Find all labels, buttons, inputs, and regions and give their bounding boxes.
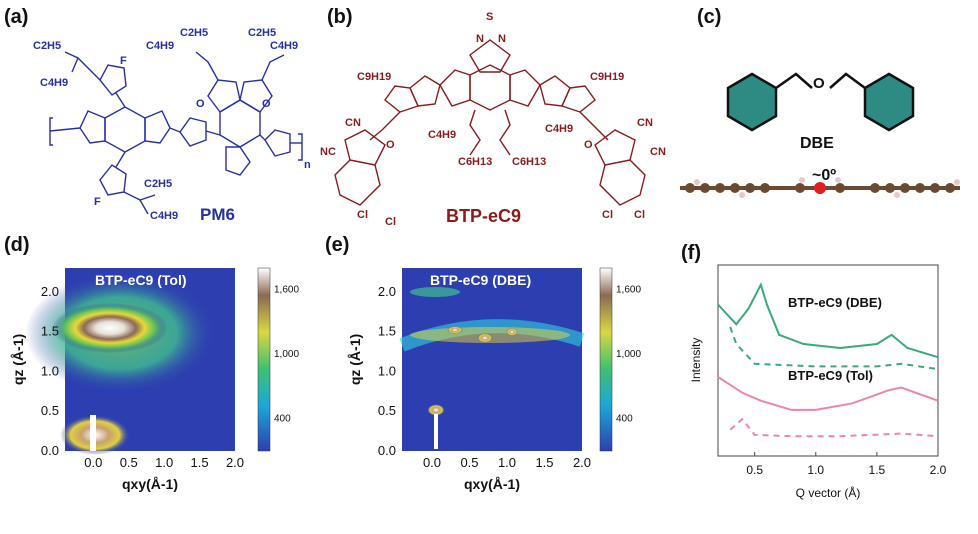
f-xtick: 0.5 bbox=[746, 463, 763, 477]
btp-cl-1: Cl bbox=[357, 209, 368, 221]
map-d bbox=[25, 268, 235, 455]
map-d-cbar-tick: 400 bbox=[274, 414, 291, 425]
btp-s-top: S bbox=[486, 11, 493, 23]
btp-ec9-structure bbox=[334, 39, 646, 206]
label-f: (f) bbox=[681, 242, 701, 264]
map-e-xtick: 0.0 bbox=[423, 455, 441, 470]
btp-c6h13-right: C6H13 bbox=[512, 156, 546, 168]
btp-cn-1: CN bbox=[345, 117, 361, 129]
btp-cl-3: Cl bbox=[602, 209, 613, 221]
btp-o-left: O bbox=[386, 139, 395, 151]
btp-n-right: N bbox=[498, 33, 506, 45]
map-d-ylabel: qz (Å-1) bbox=[10, 334, 26, 385]
map-e-cbar-tick: 400 bbox=[616, 414, 633, 425]
map-e-ytick: 0.0 bbox=[378, 443, 396, 458]
map-d-title: BTP-eC9 (Tol) bbox=[95, 272, 187, 288]
dbe-o: O bbox=[813, 75, 825, 92]
map-d-xlabel: qxy(Å-1) bbox=[122, 476, 178, 492]
btp-c9h19-right: C9H19 bbox=[590, 71, 624, 83]
pm6-c4h9-b: C4H9 bbox=[150, 210, 178, 222]
map-e-xtick: 1.5 bbox=[535, 455, 553, 470]
map-e-title: BTP-eC9 (DBE) bbox=[430, 272, 531, 288]
btp-cn-3: CN bbox=[650, 146, 666, 158]
btp-cl-4: Cl bbox=[634, 209, 645, 221]
pm6-structure bbox=[49, 51, 303, 215]
pm6-name: PM6 bbox=[200, 205, 235, 224]
pm6-c4h9-c: C4H9 bbox=[146, 40, 174, 52]
btp-c6h13-left: C6H13 bbox=[458, 156, 492, 168]
colorbar-d bbox=[257, 267, 271, 452]
btp-ec9-name: BTP-eC9 bbox=[446, 206, 521, 226]
f-series-2-line bbox=[717, 376, 939, 411]
pm6-c4h9-d: C4H9 bbox=[270, 40, 298, 52]
map-e-ylabel: qz (Å-1) bbox=[347, 334, 363, 385]
map-d-xtick: 1.0 bbox=[155, 455, 173, 470]
map-d-ytick: 1.5 bbox=[41, 324, 59, 339]
btp-n-left: N bbox=[476, 33, 484, 45]
dbe-ball-stick bbox=[680, 177, 960, 198]
pm6-c2h5-b: C2H5 bbox=[144, 178, 172, 190]
map-e-ytick: 0.5 bbox=[378, 403, 396, 418]
pm6-c2h5-c: C2H5 bbox=[180, 27, 208, 39]
map-d-ytick: 0.5 bbox=[41, 403, 59, 418]
label-a: (a) bbox=[4, 6, 29, 28]
pm6-c2h5-a: C2H5 bbox=[33, 40, 61, 52]
pm6-o-right: O bbox=[262, 98, 271, 110]
label-b: (b) bbox=[327, 6, 353, 28]
f-ylabel: Intensity bbox=[689, 338, 703, 383]
map-d-ytick: 2.0 bbox=[41, 284, 59, 299]
pm6-o-left: O bbox=[196, 98, 205, 110]
pm6-c2h5-d: C2H5 bbox=[248, 27, 276, 39]
dbe-name: DBE bbox=[800, 135, 834, 152]
map-e-ytick: 2.0 bbox=[378, 284, 396, 299]
btp-nc: NC bbox=[320, 146, 336, 158]
pm6-f-top: F bbox=[120, 55, 127, 67]
map-e-xtick: 1.0 bbox=[498, 455, 516, 470]
f-series-0-line bbox=[717, 282, 939, 359]
map-e-xtick: 2.0 bbox=[573, 455, 591, 470]
f-xtick: 2.0 bbox=[930, 463, 947, 477]
map-e-cbar-tick: 1,600 bbox=[616, 285, 641, 296]
map-e-ytick: 1.5 bbox=[378, 324, 396, 339]
map-d-xtick: 2.0 bbox=[226, 455, 244, 470]
map-d-ytick: 0.0 bbox=[41, 443, 59, 458]
f-series-label-dbe: BTP-eC9 (DBE) bbox=[788, 295, 882, 310]
dbe-structure bbox=[726, 72, 915, 132]
f-series-1-line bbox=[729, 326, 939, 371]
btp-cn-2: CN bbox=[637, 117, 653, 129]
pm6-f-bottom: F bbox=[94, 196, 101, 208]
map-e-xlabel: qxy(Å-1) bbox=[464, 476, 520, 492]
pm6-c4h9-a: C4H9 bbox=[40, 77, 68, 89]
f-xlabel: Q vector (Å) bbox=[796, 485, 861, 500]
f-series-3-line bbox=[729, 417, 939, 438]
map-d-xtick: 0.0 bbox=[84, 455, 102, 470]
map-e-cbar-tick: 1,000 bbox=[616, 349, 641, 360]
map-e-xtick: 0.5 bbox=[460, 455, 478, 470]
btp-o-right: O bbox=[584, 139, 593, 151]
map-d-xtick: 1.5 bbox=[191, 455, 209, 470]
map-e-ytick: 1.0 bbox=[378, 363, 396, 378]
colorbar-e bbox=[599, 267, 613, 452]
map-d-xtick: 0.5 bbox=[120, 455, 138, 470]
f-xtick: 1.5 bbox=[869, 463, 886, 477]
map-d-ytick: 1.0 bbox=[41, 363, 59, 378]
f-series-label-tol: BTP-eC9 (Tol) bbox=[788, 368, 873, 383]
btp-c4h9-left: C4H9 bbox=[428, 129, 456, 141]
dbe-angle: ~0º bbox=[812, 167, 836, 184]
btp-c9h19-left: C9H19 bbox=[357, 71, 391, 83]
map-d-cbar-tick: 1,000 bbox=[274, 349, 299, 360]
map-e bbox=[399, 268, 585, 451]
plot-f-frame bbox=[717, 264, 939, 457]
map-d-cbar-tick: 1,600 bbox=[274, 285, 299, 296]
label-c: (c) bbox=[697, 6, 722, 28]
label-d: (d) bbox=[4, 234, 30, 256]
btp-cl-2: Cl bbox=[385, 216, 396, 228]
label-e: (e) bbox=[325, 234, 350, 256]
f-xtick: 1.0 bbox=[807, 463, 824, 477]
pm6-n: n bbox=[304, 159, 311, 171]
btp-c4h9-right: C4H9 bbox=[545, 123, 573, 135]
